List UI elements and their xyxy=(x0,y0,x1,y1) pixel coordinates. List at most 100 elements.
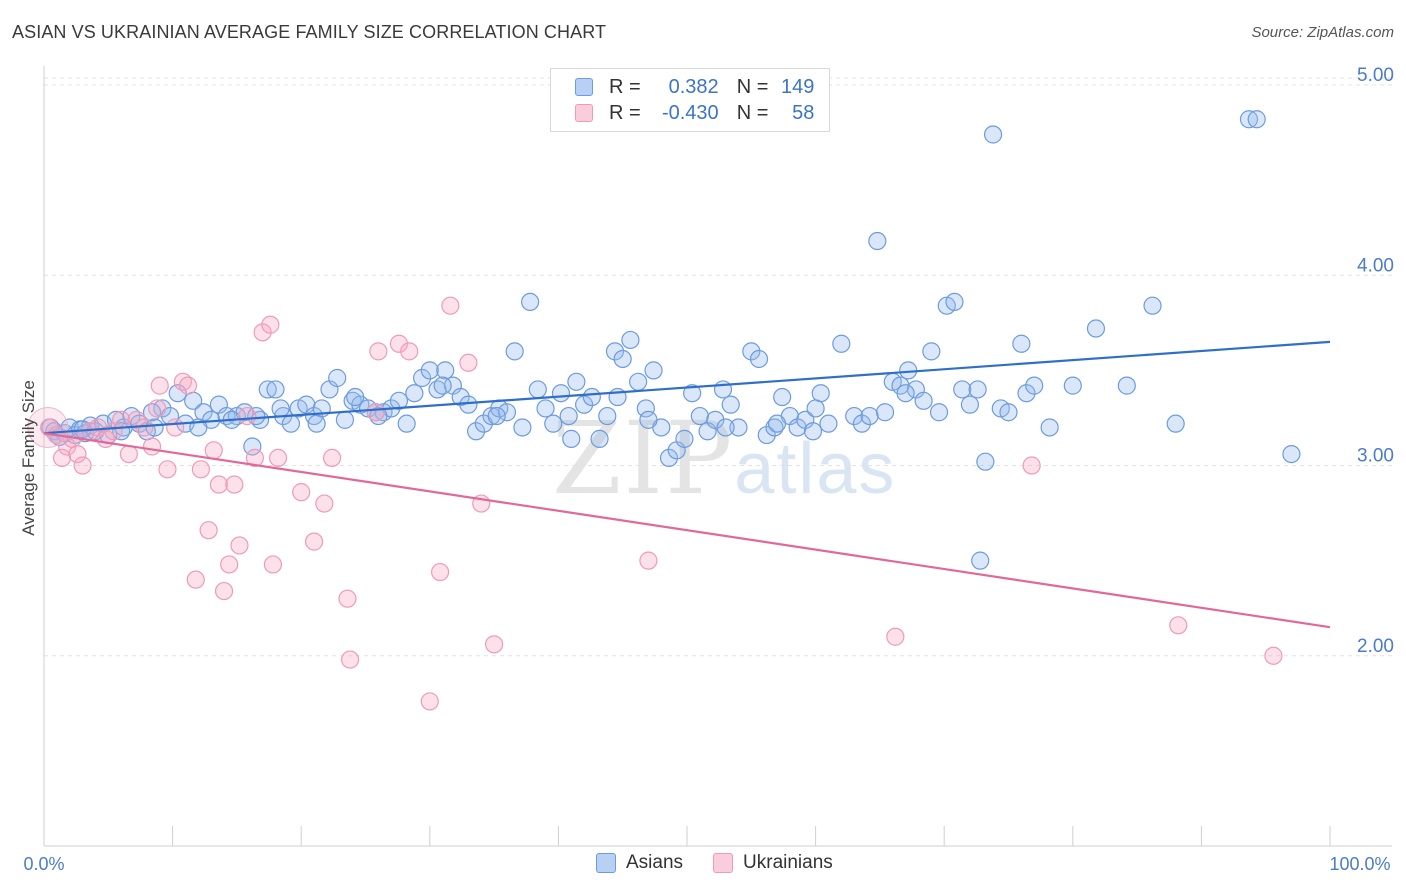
asian-point xyxy=(307,414,326,433)
asian-point xyxy=(482,406,501,426)
asian-point xyxy=(281,414,301,433)
ukrainian-point xyxy=(369,342,388,361)
asian-point xyxy=(683,384,702,403)
y-axis-title: Average Family Size xyxy=(19,380,38,536)
asian-point xyxy=(544,414,563,433)
asian-point xyxy=(639,410,658,429)
ukrainian-point-large xyxy=(27,406,69,448)
asian-point xyxy=(803,422,823,441)
ukrainian-point xyxy=(441,296,460,315)
ukrainian-point xyxy=(459,353,478,372)
asian-point xyxy=(721,395,740,414)
n-label: N = xyxy=(736,101,769,124)
asian-point xyxy=(811,384,830,403)
ukrainian-trend-line xyxy=(43,432,1331,629)
asian-point xyxy=(1247,110,1266,129)
ukrainian-point xyxy=(214,581,234,601)
asian-point xyxy=(806,399,825,418)
asian-point xyxy=(598,406,617,426)
watermark: ZIPatlas xyxy=(552,400,897,517)
asian-point xyxy=(860,406,879,426)
asian-point xyxy=(1166,414,1185,433)
asian-point xyxy=(773,387,792,407)
asian-swatch xyxy=(596,853,616,873)
asian-point xyxy=(451,387,470,407)
legend-item-ukrainians[interactable]: Ukrainians xyxy=(713,852,833,874)
ukrainian-point xyxy=(315,494,334,513)
asian-point xyxy=(613,349,632,369)
ukrainian-point xyxy=(485,635,504,654)
ukrainian-point xyxy=(245,448,265,468)
trend-lines xyxy=(43,340,1331,629)
ukrainian-point xyxy=(186,570,205,589)
y-tick-label: 2.00 xyxy=(1357,636,1394,657)
y-tick-label: 4.00 xyxy=(1357,255,1394,276)
asian-point xyxy=(644,361,663,380)
ukrainian-point xyxy=(209,475,228,494)
asian-point xyxy=(505,342,524,361)
ukrainian-point xyxy=(304,532,324,551)
ukrainian-point xyxy=(430,562,450,582)
ukrainian-point xyxy=(366,403,385,422)
asian-point xyxy=(433,376,452,395)
asian-point xyxy=(145,418,164,437)
asian-point xyxy=(1017,384,1036,403)
ukrainian-point xyxy=(142,437,162,456)
asian-point xyxy=(346,387,365,407)
asian-point xyxy=(1025,376,1044,395)
asian-point xyxy=(971,551,990,570)
asian-point xyxy=(243,437,262,456)
asian-point xyxy=(328,368,347,388)
asian-point xyxy=(397,414,416,433)
asian-point xyxy=(168,384,187,403)
series-legend: Asians Ukrainians xyxy=(596,852,863,874)
asian-point xyxy=(706,410,725,429)
asian-point xyxy=(621,330,640,350)
asian-point xyxy=(636,399,655,418)
x-tick-label-end: 100.0% xyxy=(1329,854,1390,874)
ukrainian-point xyxy=(1264,646,1283,665)
grid-lines xyxy=(44,77,1392,657)
asian-point xyxy=(819,414,838,433)
r-value: 0.382 xyxy=(668,75,719,98)
ukrainian-point xyxy=(340,650,360,669)
legend-label: Ukrainians xyxy=(743,852,833,873)
asian-point xyxy=(749,349,769,369)
tick-labels: 2.00 3.00 4.00 5.00 0.0% 100.0% xyxy=(23,65,1394,874)
ukrainian-points xyxy=(27,296,1283,711)
ukrainian-point xyxy=(268,448,288,468)
asian-point xyxy=(466,422,486,441)
ukrainian-point xyxy=(261,315,280,334)
asian-point xyxy=(567,372,586,391)
ukrainian-swatch xyxy=(575,104,593,122)
asian-point xyxy=(605,342,625,361)
ukrainian-point xyxy=(639,551,658,570)
n-value: 58 xyxy=(792,101,815,124)
asian-point xyxy=(914,391,933,410)
asian-point xyxy=(521,292,540,312)
ukrainian-swatch xyxy=(713,853,734,873)
ukrainian-point xyxy=(204,441,223,460)
asian-point xyxy=(575,395,594,414)
ukrainian-point xyxy=(225,475,244,494)
asian-point xyxy=(258,380,277,399)
asian-point xyxy=(767,414,787,433)
asian-point xyxy=(1239,110,1259,129)
asian-point xyxy=(875,403,895,422)
ukrainian-point xyxy=(389,334,409,353)
ukrainian-point xyxy=(338,589,357,608)
chart-source: Source: ZipAtlas.com xyxy=(1251,24,1394,41)
asian-point xyxy=(929,403,949,422)
asian-point xyxy=(528,380,547,399)
asian-point xyxy=(945,292,964,312)
asian-point xyxy=(459,395,478,414)
asian-point xyxy=(436,361,455,380)
legend-item-asians[interactable]: Asians xyxy=(596,852,683,874)
ukrainian-point xyxy=(158,460,177,479)
ukrainian-point xyxy=(292,483,311,502)
asian-point xyxy=(153,399,172,418)
asian-point xyxy=(742,342,761,361)
asian-point xyxy=(690,406,709,426)
ukrainian-point xyxy=(148,399,167,418)
ukrainian-point xyxy=(238,406,257,426)
